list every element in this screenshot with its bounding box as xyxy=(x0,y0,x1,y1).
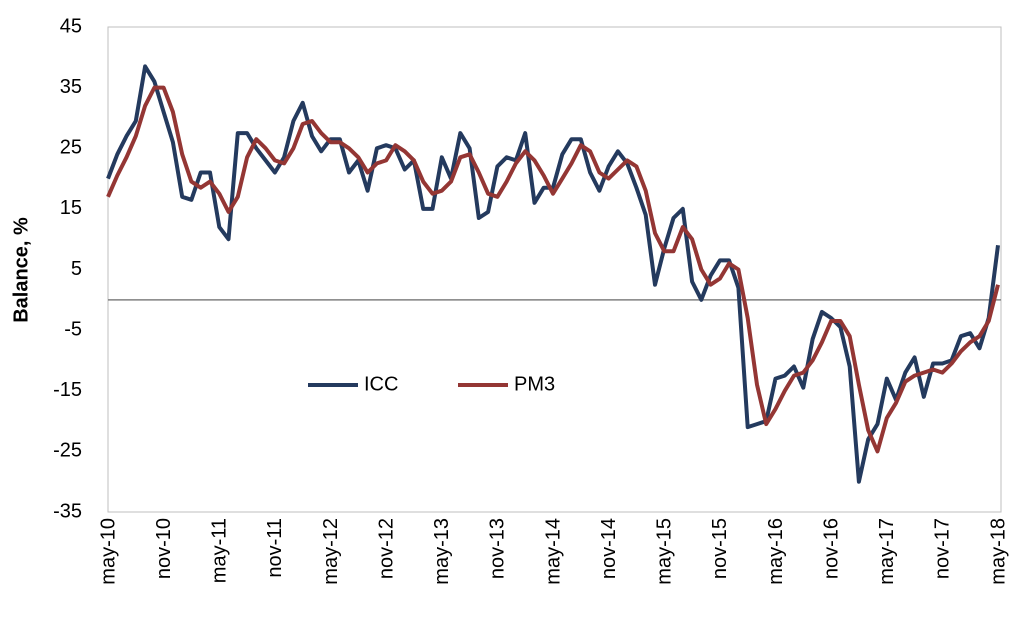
y-tick-label: 35 xyxy=(60,76,82,98)
y-tick-label: -15 xyxy=(53,379,82,401)
x-tick-label: may-17 xyxy=(876,518,898,585)
x-tick-label: nov-16 xyxy=(820,518,842,579)
x-tick-label: nov-12 xyxy=(375,518,397,579)
y-tick-label: -5 xyxy=(64,318,82,340)
x-tick-label: nov-17 xyxy=(932,518,954,579)
y-axis-title: Balance, % xyxy=(10,217,32,323)
legend-label: PM3 xyxy=(514,373,555,395)
plot-frame xyxy=(107,26,1002,513)
y-tick-label: 5 xyxy=(71,258,82,280)
y-tick-label: 15 xyxy=(60,197,82,219)
x-tick-label: may-10 xyxy=(97,518,119,585)
legend-label: ICC xyxy=(364,373,398,395)
x-tick-label: may-13 xyxy=(431,518,453,585)
x-tick-label: may-16 xyxy=(765,518,787,585)
y-tick-label: 45 xyxy=(60,15,82,37)
x-tick-label: nov-13 xyxy=(487,518,509,579)
x-tick-label: nov-11 xyxy=(264,518,286,578)
x-tick-label: nov-15 xyxy=(709,518,731,579)
x-tick-label: may-14 xyxy=(542,518,564,585)
x-tick-label: nov-10 xyxy=(153,518,175,579)
series-line xyxy=(106,85,1000,454)
x-tick-label: may-12 xyxy=(320,518,342,585)
x-tick-label: may-11 xyxy=(209,518,231,583)
y-tick-label: 25 xyxy=(60,137,82,159)
series-line xyxy=(106,64,1000,484)
x-tick-label: nov-14 xyxy=(598,518,620,579)
x-tick-label: may-15 xyxy=(654,518,676,585)
x-tick-label: may-18 xyxy=(987,518,1009,585)
y-tick-label: -25 xyxy=(53,440,82,462)
y-tick-label: -35 xyxy=(53,500,82,522)
